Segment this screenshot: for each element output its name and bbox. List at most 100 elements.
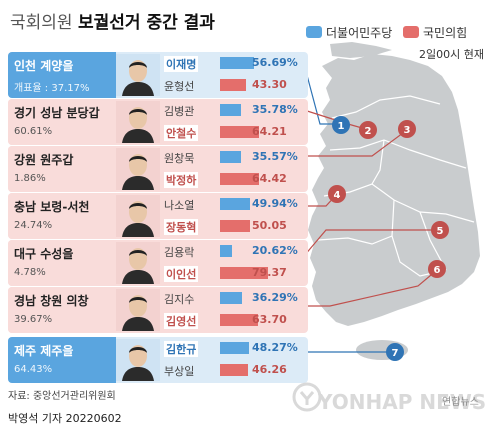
vote-share-value: 35.57%	[252, 150, 298, 163]
byline: 박영석 기자 20220602	[8, 412, 122, 425]
race-turnout: 39.67%	[14, 314, 52, 325]
vote-share-value: 63.70	[252, 313, 287, 326]
race-row: 경기 성남 분당갑 60.61% 김병관 35.78% 안철수 64.21	[8, 99, 308, 145]
turnout-value: 39.67%	[14, 314, 53, 325]
korea-dmz-area	[330, 42, 392, 58]
vote-share-bar	[220, 151, 241, 163]
province-borders	[317, 95, 475, 277]
turnout-label: 개표율 :	[14, 83, 49, 94]
marker-circle-7	[386, 343, 404, 361]
marker-label-1: 1	[338, 121, 345, 132]
race-region-box	[8, 99, 116, 145]
marker-circle-1	[332, 116, 350, 134]
vote-share-bar	[220, 292, 242, 304]
candidate-name: 부상일	[164, 365, 195, 378]
marker-circle-4	[328, 185, 346, 203]
race-region: 대구 수성을	[14, 247, 74, 261]
leader-line-6	[304, 269, 438, 307]
watermark: YONHAP NEWS	[318, 390, 487, 414]
race-row: 경남 창원 의창 39.67% 김지수 36.29% 김영선 63.70	[8, 287, 308, 333]
vote-share-bar	[220, 364, 248, 376]
vote-share-bar	[220, 314, 258, 326]
candidate-name: 원창묵	[164, 152, 195, 165]
candidate-photo	[116, 339, 160, 381]
leader-line-3	[304, 129, 408, 157]
race-region: 강원 원주갑	[14, 153, 74, 167]
turnout-value: 1.86%	[14, 173, 46, 184]
candidate-name: 이인선	[164, 266, 199, 282]
source-note: 자료: 중앙선거관리위원회	[8, 391, 116, 402]
vote-share-value: 43.30	[252, 78, 287, 91]
race-region-box	[8, 52, 116, 98]
watermark-small: 연합뉴스	[442, 397, 479, 408]
candidate-photo	[116, 148, 160, 190]
race-region: 인천 계양을	[14, 59, 74, 73]
candidate-name: 김한규	[164, 341, 199, 357]
candidate-name: 장동혁	[164, 219, 199, 235]
vote-share-bar	[220, 57, 254, 69]
marker-label-3: 3	[404, 125, 411, 136]
yonhap-logo-icon	[292, 382, 322, 412]
turnout-value: 64.43%	[14, 364, 53, 375]
title-prefix: 국회의원	[10, 13, 73, 33]
vote-share-value: 20.62%	[252, 244, 298, 257]
candidate-name: 김영선	[164, 313, 199, 329]
marker-circle-2	[359, 121, 377, 139]
candidate-photo	[116, 289, 160, 331]
vote-share-value: 56.69%	[252, 56, 298, 69]
marker-label-4: 4	[334, 190, 341, 201]
candidate-photo	[116, 54, 160, 96]
race-row: 제주 제주을 64.43% 김한규 48.27% 부상일 46.26	[8, 337, 308, 383]
legend-ppp-swatch	[403, 26, 419, 38]
turnout-value: 24.74%	[14, 220, 53, 231]
vote-share-bar	[220, 198, 250, 210]
vote-share-bar	[220, 245, 232, 257]
vote-share-value: 50.05	[252, 219, 287, 232]
race-region: 경남 창원 의창	[14, 294, 89, 308]
turnout-value: 4.78%	[14, 267, 46, 278]
race-region-box	[8, 287, 116, 333]
vote-share-bar	[220, 126, 259, 138]
turnout-value: 37.17%	[51, 83, 90, 94]
vote-share-bar	[220, 267, 268, 279]
marker-label-2: 2	[365, 126, 372, 137]
legend-dem-swatch	[306, 26, 322, 38]
vote-share-value: 46.26	[252, 363, 287, 376]
candidate-photo	[116, 101, 160, 143]
race-turnout: 개표율 : 37.17%	[14, 79, 89, 94]
vote-share-bar	[220, 79, 246, 91]
race-turnout: 24.74%	[14, 220, 52, 231]
candidate-name: 이재명	[164, 56, 199, 72]
marker-circle-3	[398, 120, 416, 138]
candidate-name: 박정하	[164, 172, 199, 188]
korea-map: 1 2 3 4 5 6 7	[303, 42, 480, 361]
candidate-name: 김용락	[164, 246, 195, 259]
race-region-box	[8, 193, 116, 239]
race-region: 충남 보령-서천	[14, 200, 90, 214]
candidate-name: 안철수	[164, 125, 199, 141]
vote-share-bar	[220, 342, 249, 354]
candidate-name: 나소열	[164, 199, 195, 212]
region-markers: 1 2 3 4 5 6 7	[328, 116, 449, 361]
marker-circle-5	[431, 221, 449, 239]
race-region-box	[8, 240, 116, 286]
legend-ppp-label: 국민의힘	[423, 26, 468, 40]
marker-label-6: 6	[434, 265, 441, 276]
vote-share-value: 64.42	[252, 172, 287, 185]
candidate-name: 김지수	[164, 293, 195, 306]
legend-ppp: 국민의힘	[403, 24, 467, 41]
candidate-name: 윤형선	[164, 80, 195, 93]
vote-share-bar	[220, 173, 259, 185]
legend-dem: 더불어민주당	[306, 24, 392, 41]
vote-share-value: 64.21	[252, 125, 287, 138]
race-row: 대구 수성을 4.78% 김용락 20.62% 이인선 79.37	[8, 240, 308, 286]
candidate-name: 김병관	[164, 105, 195, 118]
race-region: 제주 제주을	[14, 344, 74, 358]
vote-share-bar	[220, 104, 241, 116]
race-region-box	[8, 146, 116, 192]
as-of-time: 2일00시 현재	[419, 48, 484, 61]
candidate-photo	[116, 242, 160, 284]
marker-label-5: 5	[437, 226, 444, 237]
turnout-value: 60.61%	[14, 126, 53, 137]
